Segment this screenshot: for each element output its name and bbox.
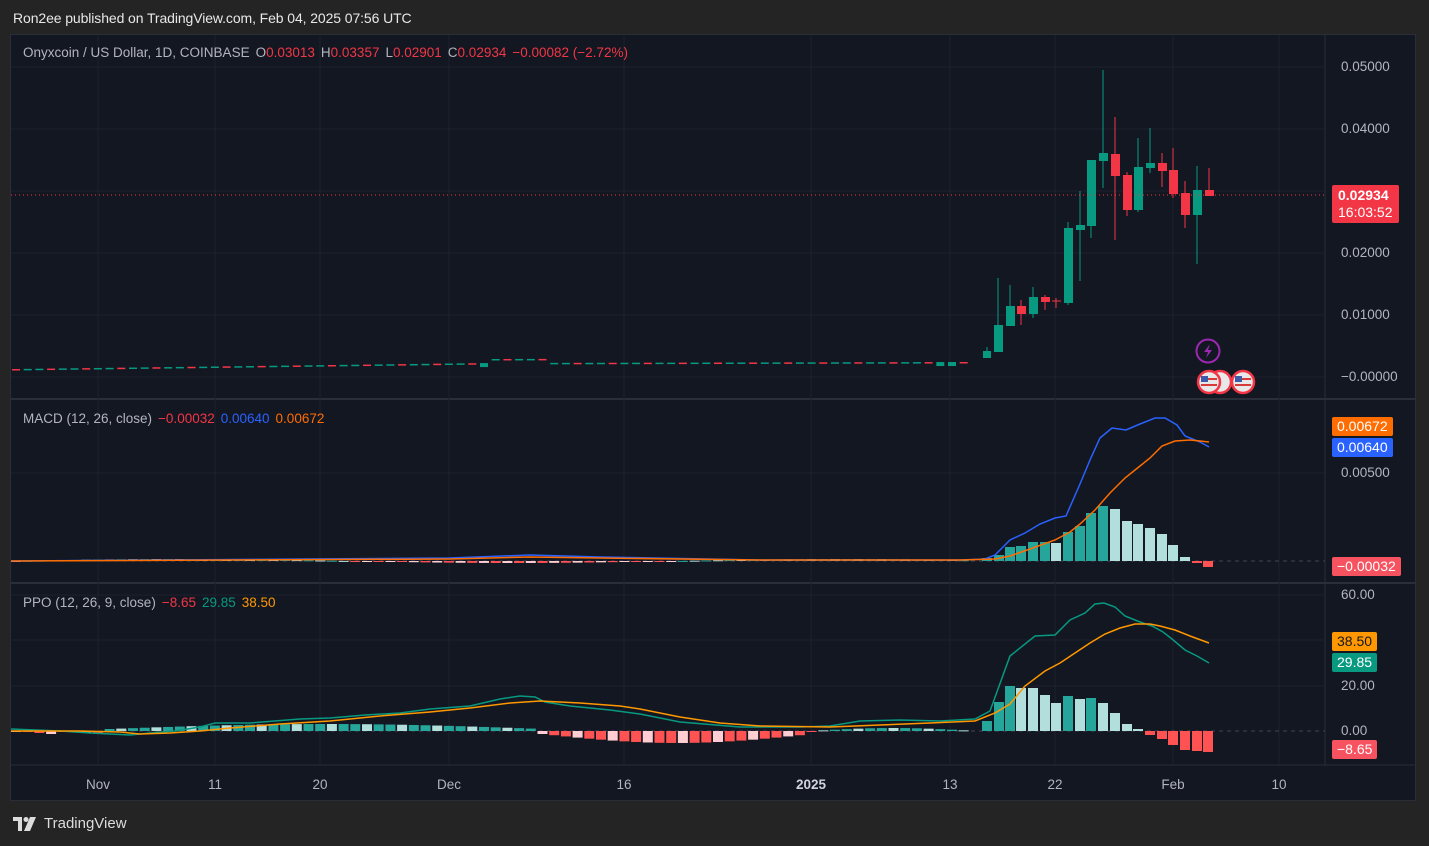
brand-name: TradingView (44, 815, 127, 832)
time-label-year: 2025 (795, 777, 827, 792)
ppo-signal-tag: 38.50 (1332, 632, 1378, 651)
price-candles-flat (12, 358, 968, 371)
ppo-histogram-value: −8.65 (161, 595, 196, 610)
ppo-histogram-tag: −8.65 (1332, 740, 1378, 759)
tradingview-logo-icon (13, 816, 36, 831)
macd-title[interactable]: MACD (12, 26, close) (23, 411, 153, 426)
ppo-value-tag: 29.85 (1332, 653, 1378, 672)
ppo-line (10, 602, 1210, 736)
time-label: 16 (616, 777, 632, 792)
symbol-legend[interactable]: Onyxcoin / US Dollar, 1D, COINBASE O0.030… (23, 45, 628, 60)
publisher-line: Ron2ee published on TradingView.com, Feb… (13, 10, 412, 26)
chart-frame (10, 34, 1416, 801)
time-label: Feb (1161, 777, 1185, 792)
time-label: Nov (85, 777, 111, 792)
time-label: 22 (1047, 777, 1063, 792)
time-label: 11 (207, 777, 223, 792)
ppo-value: 29.85 (201, 595, 236, 610)
price-candles-rally (983, 70, 1214, 358)
macd-histogram-value: −0.00032 (158, 411, 215, 426)
time-label: Dec (436, 777, 462, 792)
price-tick: 0.04000 (1341, 121, 1390, 136)
lightning-event-icon (1195, 338, 1221, 364)
horizontal-gridlines (11, 66, 1325, 687)
ppo-tick: 0.00 (1341, 723, 1368, 738)
ppo-signal-line (11, 623, 1210, 735)
symbol-title[interactable]: Onyxcoin / US Dollar, 1D, COINBASE (23, 45, 250, 60)
ppo-histogram-rally (982, 686, 1213, 752)
low-value: 0.02901 (392, 45, 442, 60)
macd-line (10, 417, 1210, 562)
macd-legend[interactable]: MACD (12, 26, close) −0.00032 0.00640 0.006… (23, 411, 330, 426)
close-value: 0.02934 (457, 45, 507, 60)
macd-signal-tag: 0.00672 (1332, 417, 1393, 436)
tradingview-brand[interactable]: TradingView (13, 815, 127, 832)
macd-value: 0.00640 (220, 411, 270, 426)
macd-value-tag: 0.00640 (1332, 438, 1393, 457)
time-label: 13 (942, 777, 958, 792)
macd-tick: 0.00500 (1341, 465, 1390, 480)
time-label: 10 (1271, 777, 1287, 792)
macd-signal-line (10, 439, 1210, 562)
open-value: 0.03013 (266, 45, 315, 60)
bar-countdown: 16:03:52 (1338, 204, 1393, 220)
time-label: 20 (312, 777, 328, 792)
us-flag-event-icon (1196, 369, 1256, 395)
change-value: −0.00082 (−2.72%) (512, 45, 628, 60)
last-price-tag: 0.02934 16:03:52 (1332, 185, 1399, 223)
ppo-tick: 60.00 (1341, 587, 1375, 602)
price-tick: 0.05000 (1341, 59, 1390, 74)
ppo-signal-value: 38.50 (241, 595, 276, 610)
macd-signal-value: 0.00672 (275, 411, 325, 426)
ppo-histogram-flat (11, 724, 969, 743)
ppo-legend[interactable]: PPO (12, 26, 9, close) −8.65 29.85 38.50 (23, 595, 282, 610)
price-tick: 0.02000 (1341, 245, 1390, 260)
macd-histogram-tag: −0.00032 (1332, 557, 1401, 576)
price-tick: 0.01000 (1341, 307, 1390, 322)
price-tick: −0.00000 (1341, 369, 1398, 384)
high-value: 0.03357 (330, 45, 380, 60)
macd-histogram-rally (982, 506, 1213, 567)
ppo-title[interactable]: PPO (12, 26, 9, close) (23, 595, 156, 610)
ppo-tick: 20.00 (1341, 678, 1375, 693)
